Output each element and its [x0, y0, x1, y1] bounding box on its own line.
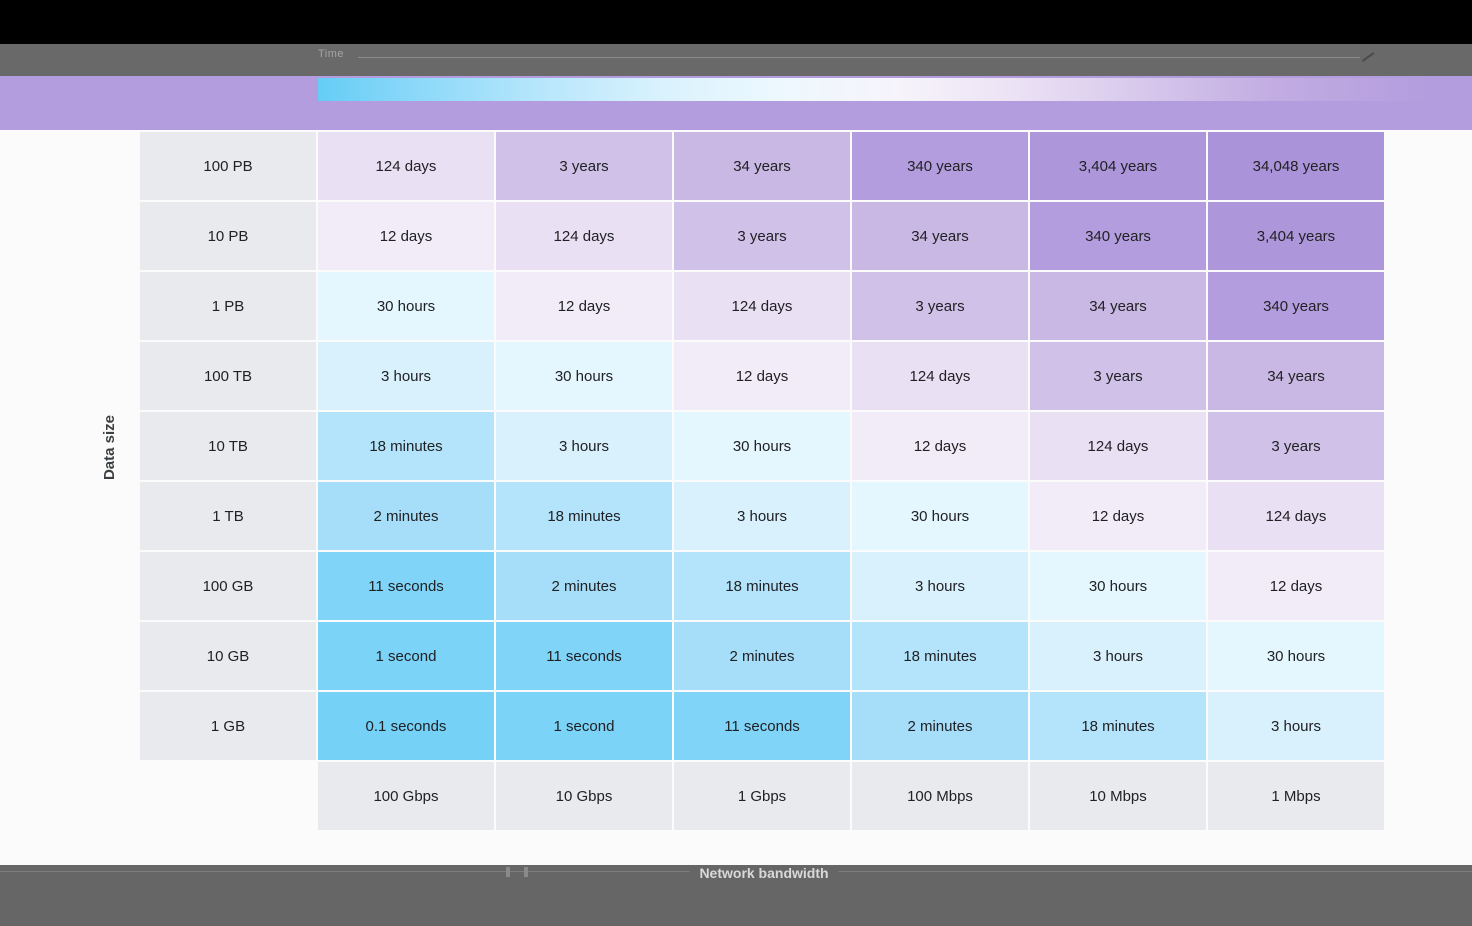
heatmap-cell: 12 days [318, 202, 494, 270]
row-label: 100 GB [140, 552, 316, 620]
heatmap-cell: 34 years [1208, 342, 1384, 410]
heatmap-cell: 1 second [318, 622, 494, 690]
toolbar-divider-line [358, 57, 1360, 58]
time-color-gradient-legend [318, 78, 1472, 101]
heatmap-cell: 30 hours [674, 412, 850, 480]
heatmap-cell: 3 hours [674, 482, 850, 550]
heatmap-cell: 3 hours [318, 342, 494, 410]
toolbar: Time [0, 43, 1472, 76]
heatmap-cell: 12 days [852, 412, 1028, 480]
heatmap-cell: 3 years [852, 272, 1028, 340]
heatmap-cell: 12 days [1208, 552, 1384, 620]
heatmap-cell: 34 years [852, 202, 1028, 270]
heatmap-cell: 18 minutes [496, 482, 672, 550]
top-black-bar [0, 0, 1472, 44]
heatmap-cell: 340 years [1208, 272, 1384, 340]
heatmap-cell: 3 years [496, 132, 672, 200]
heatmap-cell: 30 hours [1030, 552, 1206, 620]
heatmap-cell: 30 hours [318, 272, 494, 340]
heatmap-cell: 3 years [1208, 412, 1384, 480]
heatmap-cell: 18 minutes [318, 412, 494, 480]
heatmap-cell: 124 days [852, 342, 1028, 410]
heatmap-cell: 124 days [674, 272, 850, 340]
heatmap-cell: 18 minutes [674, 552, 850, 620]
row-label: 100 PB [140, 132, 316, 200]
transfer-time-heatmap: 100 PB 124 days 3 years 34 years 340 years 3,… [140, 132, 1384, 830]
column-label: 10 Gbps [496, 762, 672, 830]
footer-glyph-icon [506, 867, 528, 877]
row-label: 10 PB [140, 202, 316, 270]
column-label: 100 Mbps [852, 762, 1028, 830]
heatmap-cell: 124 days [1030, 412, 1206, 480]
heatmap-cell: 3 years [674, 202, 850, 270]
heatmap-cell: 2 minutes [496, 552, 672, 620]
row-label: 10 TB [140, 412, 316, 480]
heatmap-cell: 34 years [1030, 272, 1206, 340]
row-label: 10 GB [140, 622, 316, 690]
heatmap-cell: 3 hours [1208, 692, 1384, 760]
heatmap-cell: 2 minutes [318, 482, 494, 550]
heatmap-cell: 3,404 years [1030, 132, 1206, 200]
footer-bar: Network bandwidth [0, 865, 1472, 926]
heatmap-cell: 18 minutes [852, 622, 1028, 690]
row-label: 1 GB [140, 692, 316, 760]
heatmap-cell: 30 hours [852, 482, 1028, 550]
heatmap-cell: 2 minutes [852, 692, 1028, 760]
heatmap-cell: 3 years [1030, 342, 1206, 410]
heatmap-cell: 18 minutes [1030, 692, 1206, 760]
heatmap-cell: 12 days [674, 342, 850, 410]
heatmap-cell: 124 days [496, 202, 672, 270]
x-axis-label: Network bandwidth [689, 865, 839, 881]
annotation-mark-icon [1355, 43, 1375, 62]
heatmap-cell: 3 hours [1030, 622, 1206, 690]
heatmap-cell: 12 days [496, 272, 672, 340]
heatmap-cell: 2 minutes [674, 622, 850, 690]
heatmap-cell: 3,404 years [1208, 202, 1384, 270]
row-label: 100 TB [140, 342, 316, 410]
heatmap-cell: 11 seconds [496, 622, 672, 690]
heatmap-cell: 340 years [852, 132, 1028, 200]
heatmap-cell: 30 hours [496, 342, 672, 410]
column-label: 100 Gbps [318, 762, 494, 830]
row-label: 1 PB [140, 272, 316, 340]
heatmap-cell: 0.1 seconds [318, 692, 494, 760]
heatmap-cell: 1 second [496, 692, 672, 760]
toolbar-label: Time [318, 48, 345, 60]
heatmap-cell: 11 seconds [318, 552, 494, 620]
corner-spacer [140, 762, 316, 830]
heatmap-cell: 3 hours [852, 552, 1028, 620]
column-label: 1 Gbps [674, 762, 850, 830]
heatmap-cell: 34,048 years [1208, 132, 1384, 200]
column-label: 1 Mbps [1208, 762, 1384, 830]
heatmap-cell: 340 years [1030, 202, 1206, 270]
legend-band [0, 76, 1472, 130]
heatmap-cell: 12 days [1030, 482, 1206, 550]
column-label: 10 Mbps [1030, 762, 1206, 830]
heatmap-cell: 3 hours [496, 412, 672, 480]
heatmap-cell: 30 hours [1208, 622, 1384, 690]
heatmap-cell: 34 years [674, 132, 850, 200]
heatmap-cell: 124 days [318, 132, 494, 200]
heatmap-cell: 11 seconds [674, 692, 850, 760]
row-label: 1 TB [140, 482, 316, 550]
y-axis-label-text: Data size [101, 414, 119, 480]
heatmap-cell: 124 days [1208, 482, 1384, 550]
